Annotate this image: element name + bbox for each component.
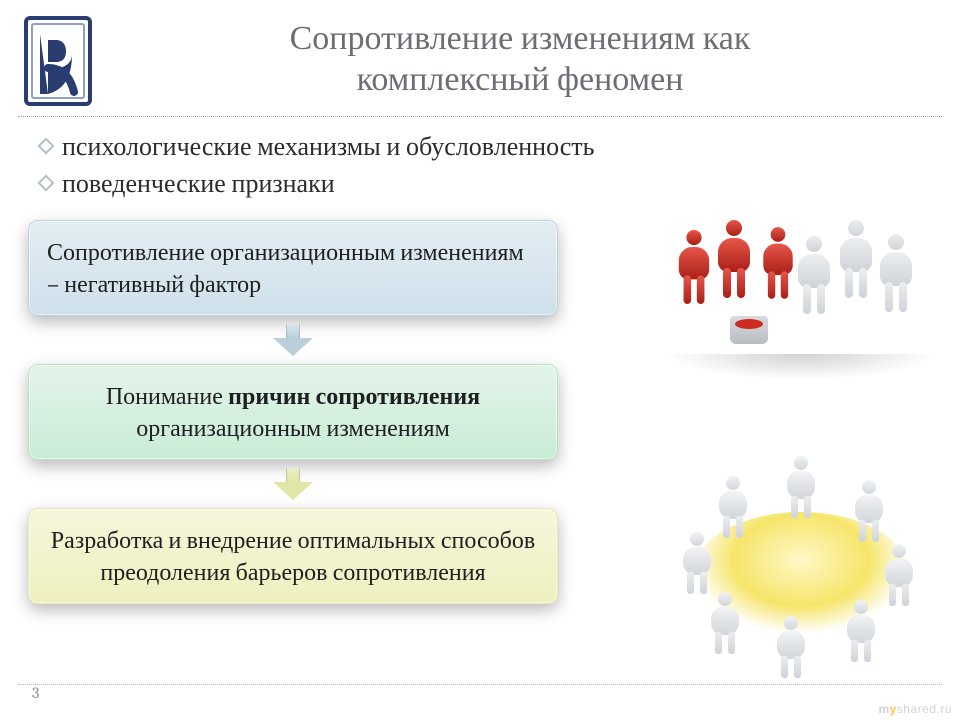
flow-arrow-1	[273, 324, 313, 356]
title-line-2: комплексный феномен	[357, 59, 684, 99]
title-divider	[18, 116, 942, 117]
footer-divider	[18, 684, 942, 685]
slide-title: Сопротивление изменениям как комплексный…	[138, 18, 932, 100]
bullet-text: психологические механизмы и обусловленно…	[62, 130, 595, 165]
flow-arrow-2	[273, 468, 313, 500]
flow-box-1: Сопротивление организационным изменениям…	[28, 220, 558, 316]
slide: Сопротивление изменениям как комплексный…	[0, 0, 960, 720]
flowchart: Сопротивление организационным изменениям…	[28, 220, 558, 604]
flow-box-2-text: Понимание причин сопротивления организац…	[47, 380, 539, 445]
bullet-item: поведенческие признаки	[40, 167, 700, 202]
flow-box-2: Понимание причин сопротивления организац…	[28, 364, 558, 460]
illustration-team-circle	[666, 432, 936, 672]
flow-box-3: Разработка и внедрение оптимальных спосо…	[28, 508, 558, 604]
flow-box-3-text: Разработка и внедрение оптимальных спосо…	[47, 524, 539, 589]
illustration-painting-figures	[666, 180, 936, 380]
title-line-1: Сопротивление изменениям как	[290, 18, 751, 58]
bullet-item: психологические механизмы и обусловленно…	[40, 130, 700, 165]
bullet-list: психологические механизмы и обусловленно…	[40, 130, 700, 204]
diamond-bullet-icon	[38, 175, 55, 192]
hse-logo	[22, 14, 94, 110]
flow-box-1-text: Сопротивление организационным изменениям…	[47, 236, 539, 301]
watermark: myshared.ru	[878, 702, 952, 716]
page-number: 3	[32, 684, 39, 702]
bullet-text: поведенческие признаки	[62, 167, 335, 202]
diamond-bullet-icon	[38, 138, 55, 155]
